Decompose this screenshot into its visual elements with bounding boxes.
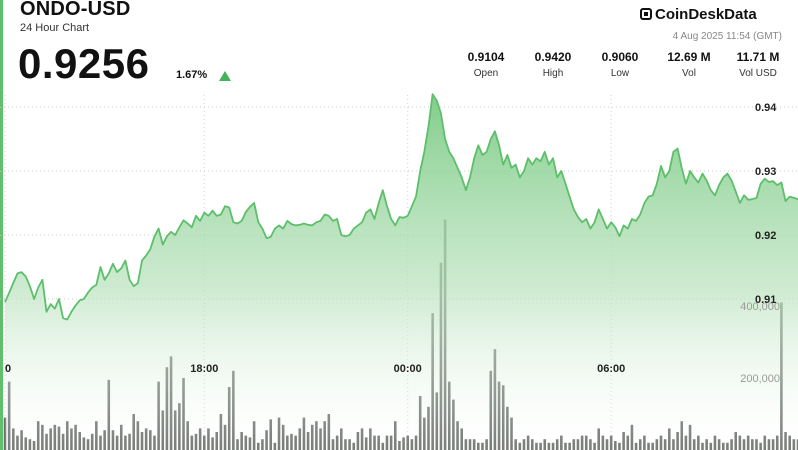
price-tick-label: 0.94 [755, 102, 777, 114]
timestamp: 4 Aug 2025 11:54 (GMT) [672, 31, 782, 42]
stat-open: 0.9104 Open [458, 50, 514, 79]
stat-high-value: 0.9420 [534, 50, 572, 64]
coindesk-logo-icon [640, 8, 652, 20]
pair-title: ONDO-USD [20, 0, 131, 20]
stat-low: 0.9060 Low [592, 50, 648, 79]
stat-high-label: High [542, 68, 564, 79]
time-tick-label: 00:00 [394, 363, 422, 375]
stat-low-label: Low [610, 68, 630, 79]
stat-vol-usd-label: Vol USD [739, 68, 777, 79]
time-tick-label: 0 [5, 363, 11, 375]
stat-vol-value: 12.69 M [667, 50, 711, 64]
brand-logo[interactable]: CoinDeskData [640, 6, 757, 23]
stat-low-value: 0.9060 [601, 50, 639, 64]
brand-name: CoinDeskData [655, 6, 757, 23]
stat-open-label: Open [473, 68, 499, 79]
price-tick-label: 0.91 [755, 294, 776, 306]
stat-vol-usd-value: 11.71 M [736, 50, 780, 64]
stat-high: 0.9420 High [525, 50, 581, 79]
volume-tick-label: 200,000 [740, 373, 780, 385]
price-tick-label: 0.92 [755, 230, 776, 242]
left-accent-bar [0, 0, 3, 450]
volume-tick-label: 400,000 [740, 301, 780, 313]
stat-vol-usd: 11.71 M Vol USD [728, 50, 788, 79]
up-arrow-icon [219, 71, 231, 81]
price-change: 1.67% [176, 69, 208, 81]
price-line [4, 93, 798, 321]
stat-open-value: 0.9104 [467, 50, 505, 64]
chart-subtitle: 24 Hour Chart [20, 22, 90, 34]
price-area [5, 94, 798, 450]
time-tick-label: 06:00 [597, 363, 625, 375]
price-tick-label: 0.93 [755, 166, 776, 178]
current-price: 0.9256 [18, 40, 150, 87]
stat-vol: 12.69 M Vol [659, 50, 719, 79]
stat-vol-label: Vol [682, 68, 696, 79]
time-tick-label: 18:00 [190, 363, 218, 375]
